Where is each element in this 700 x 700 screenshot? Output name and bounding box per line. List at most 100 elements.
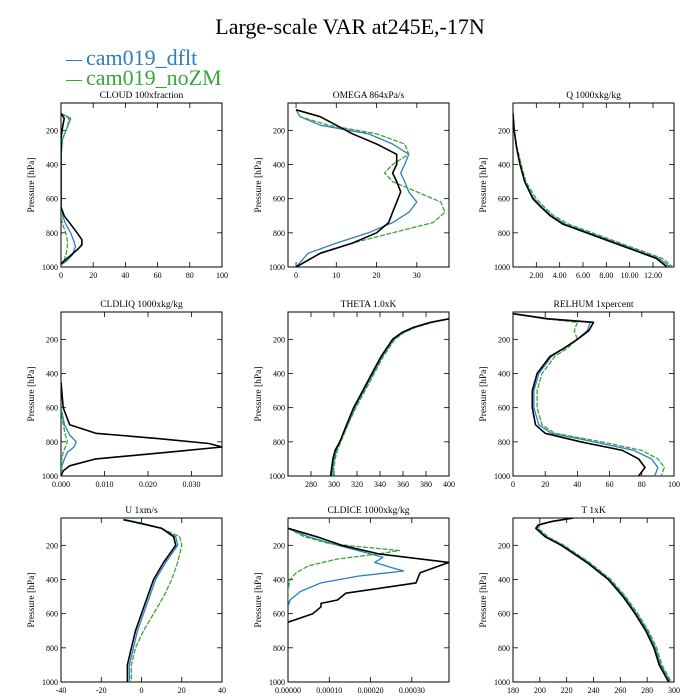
- y-tick-label: 1000: [494, 472, 510, 481]
- x-tick-label: 380: [420, 480, 432, 489]
- series-line-nozm: [123, 519, 183, 682]
- series-group: [329, 318, 449, 476]
- series-line-nozm: [332, 318, 449, 476]
- x-tick-label: 4.00: [553, 271, 567, 280]
- panel-title: RELHUM 1xpercent: [554, 300, 634, 310]
- y-axis-label: Pressure [hPa]: [479, 366, 489, 421]
- y-axis-label: Pressure [hPa]: [27, 157, 37, 212]
- series-line-nozm: [295, 109, 446, 267]
- y-tick-label: 1000: [269, 678, 285, 687]
- series-line-black: [288, 527, 449, 623]
- x-tick-label: 10.00: [621, 271, 639, 280]
- y-tick-label: 1000: [42, 678, 58, 687]
- x-tick-label: 260: [614, 686, 626, 695]
- y-tick-label: 800: [46, 438, 58, 447]
- y-tick-label: 200: [498, 541, 510, 550]
- y-tick-label: 600: [273, 610, 285, 619]
- legend-label-nozm: cam019_noZM: [86, 65, 222, 90]
- x-tick-label: 320: [351, 480, 363, 489]
- y-axis-label: Pressure [hPa]: [27, 572, 37, 627]
- panel-3: Q 1000xkg/kg Pressure [hPa] 200 400 600 800 10…: [479, 91, 675, 280]
- panel-title: OMEGA 864xPa/s: [333, 91, 405, 101]
- panel-frame: [287, 102, 450, 268]
- y-tick-label: 800: [498, 438, 510, 447]
- x-tick-label: 300: [668, 686, 680, 695]
- y-tick-label: 800: [498, 644, 510, 653]
- y-tick-label: 1000: [494, 263, 510, 272]
- x-tick-label: 280: [641, 686, 653, 695]
- series-line-nozm: [288, 527, 401, 600]
- y-tick-label: 200: [273, 126, 285, 135]
- x-tick-label: 20: [541, 480, 549, 489]
- y-tick-label: 600: [46, 404, 58, 413]
- series-line-nozm: [513, 113, 674, 267]
- panel-frame: [60, 102, 223, 268]
- y-tick-label: 600: [498, 195, 510, 204]
- y-axis-label: Pressure [hPa]: [254, 366, 264, 421]
- series-line-dflt: [288, 527, 405, 607]
- y-axis-label: Pressure [hPa]: [479, 572, 489, 627]
- series-line-nozm: [537, 518, 672, 682]
- panel-5: THETA 1.0xK Pressure [hPa] 200 400 600 800 100…: [254, 300, 455, 489]
- x-tick-label: -20: [96, 686, 107, 695]
- y-tick-label: 400: [273, 576, 285, 585]
- panel-title: CLOUD 100xfraction: [100, 90, 184, 101]
- y-tick-label: 200: [498, 335, 510, 344]
- y-tick-label: 200: [498, 126, 510, 135]
- series-line-black: [329, 318, 449, 476]
- y-tick-label: 400: [46, 370, 58, 379]
- series-line-nozm: [61, 407, 69, 476]
- series-group: [295, 109, 446, 267]
- series-group: [61, 381, 222, 476]
- x-tick-label: 0.00030: [399, 686, 425, 695]
- y-tick-label: 600: [273, 404, 285, 413]
- x-tick-label: 30: [413, 271, 421, 280]
- x-tick-label: 240: [588, 686, 600, 695]
- y-tick-label: 1000: [42, 472, 58, 481]
- panel-frame: [512, 311, 675, 477]
- x-tick-label: 100: [668, 480, 680, 489]
- y-axis-label: Pressure [hPa]: [254, 157, 264, 212]
- x-tick-label: 340: [374, 480, 386, 489]
- y-axis-label: Pressure [hPa]: [27, 366, 37, 421]
- y-tick-label: 800: [273, 229, 285, 238]
- panel-frame: [60, 311, 223, 477]
- series-line-black: [295, 109, 402, 267]
- x-tick-label: 12.00: [644, 271, 662, 280]
- legend-label-dflt: cam019_dflt: [86, 45, 198, 70]
- y-axis-label: Pressure [hPa]: [479, 157, 489, 212]
- x-tick-label: 80: [186, 271, 194, 280]
- y-tick-label: 600: [273, 195, 285, 204]
- y-tick-label: 600: [498, 610, 510, 619]
- x-tick-label: -40: [56, 686, 67, 695]
- series-line-dflt: [513, 313, 659, 476]
- x-tick-label: 60: [154, 271, 162, 280]
- x-tick-label: 2.00: [529, 271, 543, 280]
- panel-frame: [512, 102, 675, 268]
- x-tick-label: 10: [332, 271, 340, 280]
- x-tick-label: 20: [178, 686, 186, 695]
- x-tick-label: 40: [121, 271, 129, 280]
- x-tick-label: 40: [218, 686, 226, 695]
- series-group: [513, 113, 674, 267]
- series-line-dflt: [61, 407, 77, 476]
- x-tick-label: 220: [561, 686, 573, 695]
- x-tick-label: 400: [443, 480, 455, 489]
- series-line-black: [61, 381, 222, 476]
- x-tick-label: 0.00010: [316, 686, 342, 695]
- y-tick-label: 400: [498, 370, 510, 379]
- panel-8: CLDICE 1000xkg/kg Pressure [hPa] 200 400 600…: [254, 506, 450, 695]
- figure-title: Large-scale VAR at245E,-17N: [215, 14, 485, 39]
- legend-swatch-dflt: [66, 60, 82, 61]
- series-group: [123, 518, 183, 682]
- series-line-black: [534, 518, 670, 682]
- series-line-black: [513, 312, 646, 476]
- x-tick-label: 0.020: [139, 480, 157, 489]
- x-tick-label: 100: [216, 271, 228, 280]
- legend-swatch-nozm: [66, 80, 82, 81]
- y-tick-label: 1000: [42, 263, 58, 272]
- y-tick-label: 400: [498, 576, 510, 585]
